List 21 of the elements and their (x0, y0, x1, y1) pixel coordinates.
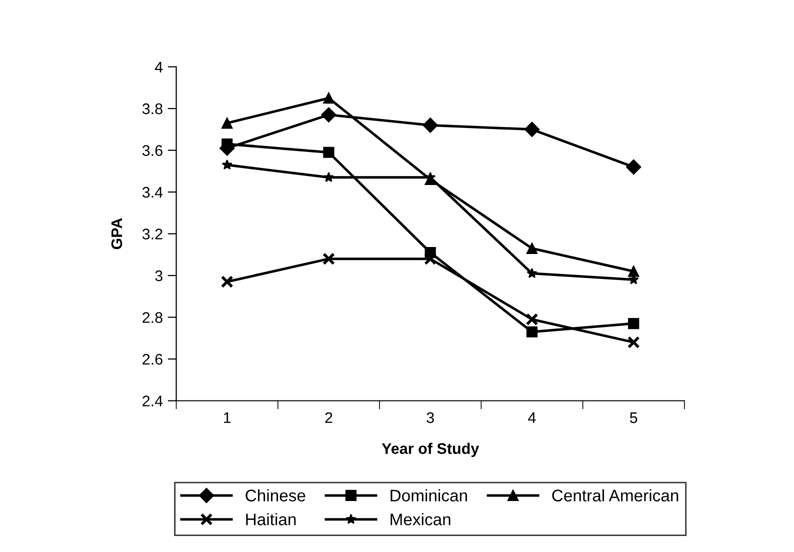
legend-label: Mexican (390, 513, 450, 526)
y-tick-label: 3 (155, 270, 162, 282)
x-tick-label: 4 (528, 412, 536, 423)
y-tick-label: 3.8 (142, 103, 162, 114)
y-tick-label: 3.6 (142, 145, 162, 156)
x-axis-title: Year of Study (382, 442, 480, 458)
y-tick-label: 2.4 (142, 396, 163, 406)
y-tick-label: 4 (154, 62, 163, 72)
legend-label: Dominican (390, 489, 467, 502)
y-tick-label: 3.2 (142, 228, 162, 240)
legend-label: Chinese (246, 489, 306, 502)
y-tick-label: 2.6 (142, 354, 162, 365)
y-tick-label: 3.4 (142, 186, 163, 198)
x-tick-label: 5 (630, 412, 638, 424)
y-tick-label: 2.8 (142, 312, 162, 323)
x-tick-label: 1 (224, 412, 231, 423)
y-axis-title: GPA (111, 218, 122, 250)
x-tick-label: 3 (426, 412, 434, 424)
x-tick-label: 2 (325, 412, 332, 423)
legend-label: Haitian (246, 513, 296, 526)
legend-label: Central American (552, 489, 678, 502)
